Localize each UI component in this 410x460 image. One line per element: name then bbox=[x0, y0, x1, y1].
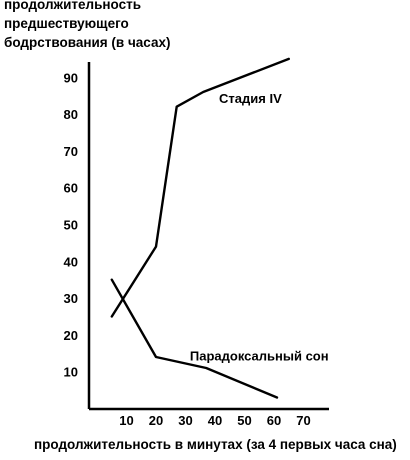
y-tick-label: 80 bbox=[64, 107, 78, 122]
x-tick-label: 10 bbox=[119, 413, 133, 428]
series-lines bbox=[112, 59, 289, 398]
x-tick-label: 70 bbox=[296, 413, 310, 428]
y-tick-label: 40 bbox=[64, 254, 78, 269]
x-tick-labels: 10 20 30 40 50 60 70 bbox=[119, 413, 310, 428]
y-axis-title: продолжительность предшествующего бодрст… bbox=[4, 0, 171, 50]
y-axis-title-line-1: продолжительность bbox=[4, 0, 141, 12]
y-tick-label: 20 bbox=[64, 328, 78, 343]
x-tick-label: 50 bbox=[237, 413, 251, 428]
y-tick-label: 60 bbox=[64, 181, 78, 196]
series-label-2: Парадоксальный сон bbox=[190, 349, 329, 364]
series-labels: Стадия IV Парадоксальный сон bbox=[190, 91, 329, 364]
x-tick-label: 40 bbox=[208, 413, 222, 428]
y-tick-label: 90 bbox=[64, 70, 78, 85]
y-tick-labels: 10 20 30 40 50 60 70 80 90 bbox=[64, 70, 78, 379]
series-line-2 bbox=[112, 280, 277, 398]
x-tick-label: 30 bbox=[178, 413, 192, 428]
y-axis-title-line-2: предшествующего bbox=[4, 16, 129, 31]
y-axis-title-line-3: бодрствования (в часах) bbox=[4, 35, 171, 50]
y-tick-label: 50 bbox=[64, 218, 78, 233]
y-tick-label: 30 bbox=[64, 291, 78, 306]
series-label-1: Стадия IV bbox=[219, 91, 282, 106]
x-axis-title: продолжительность в минутах (за 4 первых… bbox=[34, 437, 397, 452]
y-tick-label: 70 bbox=[64, 144, 78, 159]
x-tick-label: 60 bbox=[267, 413, 281, 428]
x-tick-label: 20 bbox=[149, 413, 163, 428]
y-tick-label: 10 bbox=[64, 365, 78, 380]
